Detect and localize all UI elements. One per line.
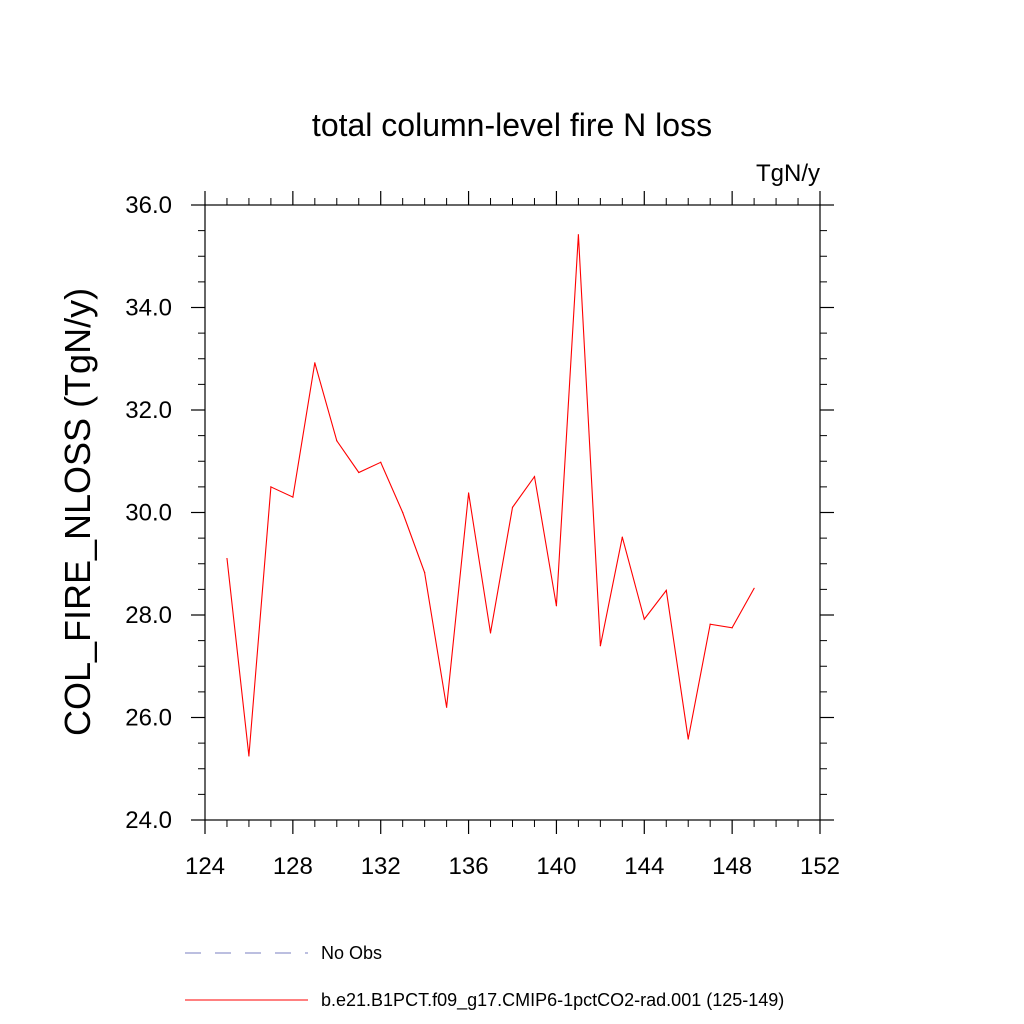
x-tick-label: 140: [536, 853, 576, 880]
plot-frame: [204, 204, 821, 821]
x-tick-label: 128: [273, 853, 313, 880]
data-point: [467, 492, 470, 494]
data-point: [533, 476, 536, 478]
data-point: [555, 605, 558, 607]
y-tick-label: 26.0: [125, 705, 172, 732]
data-point: [489, 632, 492, 634]
data-point: [402, 511, 404, 514]
data-point: [511, 506, 514, 508]
x-tick-label: 132: [361, 853, 401, 880]
data-point: [731, 627, 733, 629]
data-point: [621, 536, 623, 538]
data-point: [665, 589, 667, 592]
y-tick-label: 34.0: [125, 295, 172, 322]
data-point: [314, 362, 316, 364]
x-tick-label: 136: [449, 853, 489, 880]
data-point: [599, 645, 601, 647]
y-tick-label: 30.0: [125, 500, 172, 527]
data-point: [709, 623, 711, 625]
y-axis-label: COL_FIRE_NLOSS (TgN/y): [57, 288, 98, 736]
y-tick-label: 36.0: [125, 192, 172, 219]
data-point: [270, 486, 272, 488]
data-point: [248, 755, 250, 757]
y-tick-label: 32.0: [125, 397, 172, 424]
legend: No Obs b.e21.B1PCT.f09_g17.CMIP6-1pctCO2-…: [185, 943, 784, 1011]
data-point: [380, 461, 382, 463]
units-label: TgN/y: [756, 160, 820, 187]
data-point: [446, 706, 448, 708]
data-point: [753, 587, 755, 589]
data-point: [687, 738, 689, 740]
axis-ticks: 124 128 132 136 140 144 148 152 24.0 26.0 28.0 30.0…: [125, 191, 840, 880]
y-tick-label: 28.0: [125, 602, 172, 629]
data-point: [292, 496, 294, 498]
data-point: [358, 471, 360, 474]
x-tick-label: 152: [800, 853, 840, 880]
legend-label: b.e21.B1PCT.f09_g17.CMIP6-1pctCO2-rad.00…: [321, 990, 784, 1011]
series-layer: [226, 234, 755, 757]
data-point: [643, 618, 645, 620]
chart-title: total column-level fire N loss: [312, 107, 712, 143]
x-tick-label: 124: [185, 853, 225, 880]
data-point: [424, 571, 426, 574]
data-point: [336, 440, 338, 442]
x-tick-label: 144: [624, 853, 664, 880]
y-tick-label: 24.0: [125, 807, 172, 834]
series-line: [226, 234, 755, 756]
legend-label: No Obs: [321, 943, 382, 963]
x-tick-label: 148: [712, 853, 752, 880]
data-point: [226, 558, 228, 560]
data-point: [577, 234, 579, 236]
